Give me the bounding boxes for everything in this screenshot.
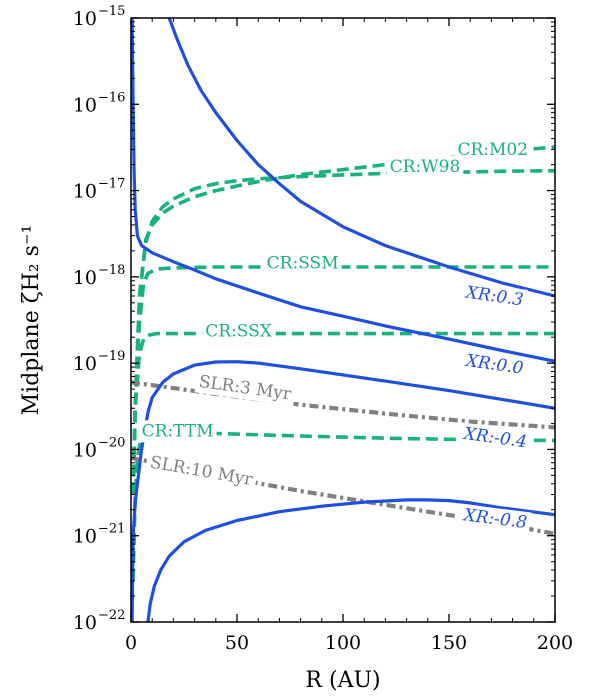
series-label-background — [386, 156, 464, 179]
series-line-xr-0-8 — [146, 498, 555, 622]
series-label-cr-ssx: CR:SSX — [205, 321, 273, 341]
y-tick-label: 10 — [73, 8, 97, 30]
y-tick-label: 10 — [73, 439, 97, 461]
series-line-cr-ssx — [131, 331, 555, 495]
y-tick-label: 10 — [73, 267, 97, 289]
series-line-cr-ttm — [131, 428, 555, 581]
y-tick-exponent: −22 — [98, 608, 125, 623]
series-label-cr-m02: CR:M02 — [457, 140, 528, 160]
y-tick-exponent: −18 — [98, 263, 125, 278]
series-label-slr-10-myr: SLR:10 Myr — [148, 452, 254, 490]
y-tick-exponent: −16 — [98, 90, 125, 105]
x-tick-label: 200 — [537, 632, 573, 654]
series-line-xr-0-4 — [131, 360, 555, 622]
y-tick-exponent: −17 — [98, 177, 125, 192]
y-tick-label: 10 — [73, 94, 97, 116]
y-tick-label: 10 — [73, 612, 97, 634]
series-label-background — [138, 420, 217, 443]
series-label-background — [459, 349, 528, 381]
y-tick-label: 10 — [73, 181, 97, 203]
x-tick-label: 150 — [431, 632, 467, 654]
series-label-cr-ssm: CR:SSM — [267, 254, 339, 274]
series-label-slr-3-myr: SLR:3 Myr — [198, 372, 294, 405]
x-axis-label: R (AU) — [305, 668, 380, 693]
y-tick-label: 10 — [73, 353, 97, 375]
series-label-background — [202, 320, 276, 343]
y-tick-exponent: −19 — [98, 349, 125, 364]
series-line-slr-3-myr — [131, 380, 555, 430]
series-label-background — [457, 503, 532, 535]
x-tick-label: 50 — [225, 632, 249, 654]
y-tick-exponent: −21 — [98, 522, 125, 537]
x-tick-label: 0 — [125, 632, 137, 654]
series-label-background — [263, 252, 342, 275]
series-label-background — [145, 450, 258, 492]
x-tick-label: 100 — [325, 632, 361, 654]
plot-frame — [130, 17, 556, 623]
series-line-cr-ssm — [131, 265, 555, 495]
series-label-background — [457, 422, 532, 454]
y-axis-label: Midplane ζH₂ s⁻¹ — [19, 225, 44, 416]
series-line-xr-0-0 — [131, 18, 555, 363]
series-label-background — [194, 370, 297, 407]
y-tick-exponent: −15 — [98, 4, 125, 19]
series-line-xr-0-3 — [167, 18, 555, 298]
series-label-cr-w98: CR:W98 — [390, 157, 461, 177]
series-label-cr-ttm: CR:TTM — [142, 421, 214, 441]
series-label-background — [459, 280, 528, 312]
series-label-background — [454, 139, 532, 162]
y-tick-label: 10 — [73, 526, 97, 548]
y-tick-exponent: −20 — [98, 435, 125, 450]
